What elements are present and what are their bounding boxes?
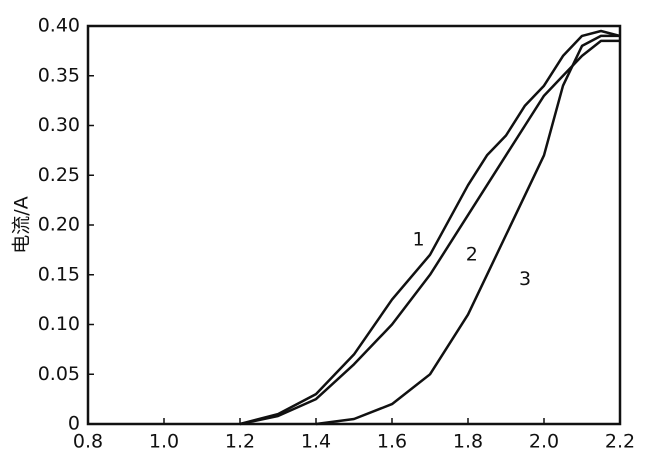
x-tick-label: 1.2 — [225, 431, 255, 453]
y-tick-label: 0 — [68, 413, 80, 435]
x-tick-label: 1.4 — [301, 431, 331, 453]
y-tick-label: 0.40 — [38, 15, 80, 37]
y-tick-label: 0.35 — [38, 64, 80, 86]
x-tick-label: 1.8 — [453, 431, 483, 453]
series-label: 2 — [466, 243, 478, 265]
y-tick-label: 0.15 — [38, 263, 80, 285]
y-tick-label: 0.20 — [38, 214, 80, 236]
series-label: 1 — [413, 228, 425, 250]
series-label: 3 — [519, 268, 531, 290]
x-tick-label: 1.0 — [149, 431, 179, 453]
x-tick-label: 2.2 — [605, 431, 635, 453]
x-tick-label: 0.8 — [73, 431, 103, 453]
y-axis-label: 电流/A — [11, 196, 33, 253]
series-line — [315, 34, 620, 426]
series-line — [239, 29, 621, 426]
y-tick-label: 0.25 — [38, 164, 80, 186]
series-line — [239, 39, 620, 426]
y-tick-label: 0.10 — [38, 313, 80, 335]
y-tick-label: 0.05 — [38, 363, 80, 385]
x-tick-label: 2.0 — [529, 431, 559, 453]
x-tick-label: 1.6 — [377, 431, 407, 453]
y-tick-label: 0.30 — [38, 114, 80, 136]
